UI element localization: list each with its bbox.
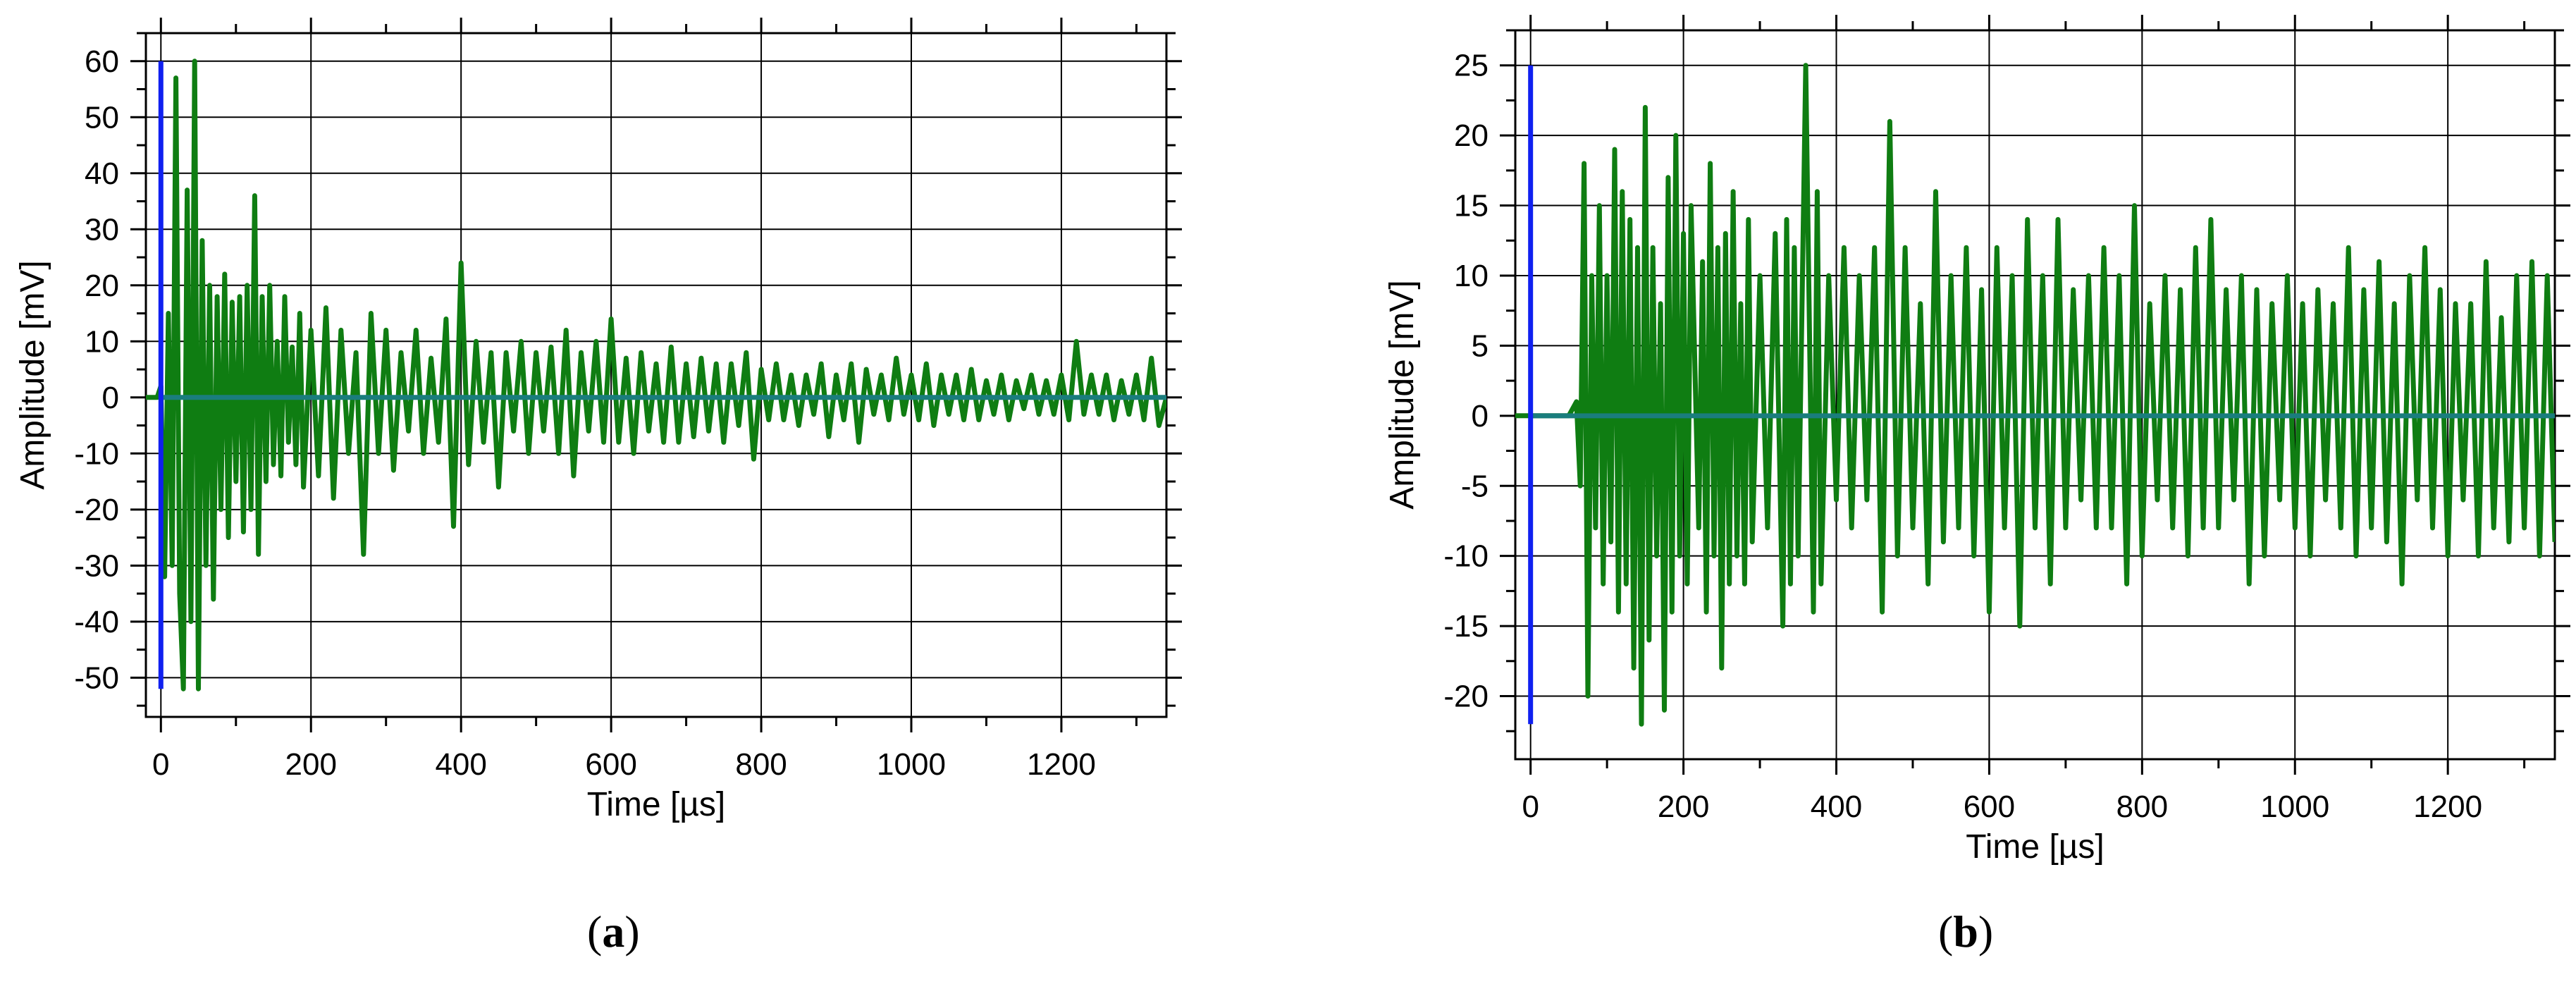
y-tick-label: -50 — [74, 661, 119, 695]
x-axis-title: Time [µs] — [587, 786, 726, 823]
y-tick-label: 50 — [85, 100, 119, 135]
x-tick-label: 1200 — [1027, 747, 1096, 782]
chart-a: 0 200 400 600 800 1000 1200 -50 -40 -30 -20 -10 0 10 2… — [14, 18, 1182, 823]
x-tick-label: 600 — [585, 747, 636, 782]
y-tick-label: -40 — [74, 605, 119, 639]
x-tick-label: 1000 — [2260, 790, 2329, 824]
x-tick-label: 200 — [1658, 790, 1709, 824]
x-tick-label: 400 — [435, 747, 486, 782]
y-tick-label: 25 — [1454, 49, 1489, 83]
x-tick-label: 800 — [735, 747, 787, 782]
y-tick-label: 20 — [85, 269, 119, 303]
y-tick-label: -10 — [1443, 539, 1489, 574]
y-tick-label: 10 — [85, 324, 119, 359]
y-tick-label: 10 — [1454, 259, 1489, 293]
y-tick-label: 15 — [1454, 189, 1489, 223]
x-tick-label: 0 — [1522, 790, 1539, 824]
signal-trace — [146, 59, 1166, 692]
x-tick-label: 0 — [152, 747, 169, 782]
x-tick-label: 1200 — [2413, 790, 2482, 824]
caption-b-letter: b — [1953, 907, 1978, 957]
caption-b: (b) — [1938, 907, 1994, 957]
y-tick-label: 60 — [85, 44, 119, 79]
y-tick-label: -5 — [1461, 469, 1489, 503]
x-tick-label: 1000 — [877, 747, 946, 782]
y-tick-label: -20 — [74, 493, 119, 527]
x-axis-title: Time [µs] — [1966, 828, 2104, 866]
x-tick-label: 800 — [2116, 790, 2168, 824]
caption-a: (a) — [587, 907, 640, 957]
y-tick-label: 40 — [85, 156, 119, 191]
chart-b: 0 200 400 600 800 1000 1200 -20 -15 -10 -5 0 5 10 15 20… — [1383, 15, 2570, 866]
x-tick-label: 400 — [1811, 790, 1862, 824]
y-tick-label: 5 — [1472, 328, 1489, 363]
y-axis-title: Amplitude [mV] — [1383, 280, 1421, 509]
y-tick-label: -30 — [74, 548, 119, 583]
y-tick-label: -15 — [1443, 609, 1489, 644]
y-tick-label: 0 — [1472, 399, 1489, 434]
y-tick-label: 0 — [102, 381, 119, 415]
signal-trace — [1515, 63, 2555, 727]
caption-a-letter: a — [602, 907, 625, 957]
plot-frame — [1514, 29, 2556, 761]
x-tick-label: 200 — [285, 747, 337, 782]
y-tick-label: 30 — [85, 212, 119, 247]
plot-frame — [144, 32, 1168, 718]
y-tick-label: -10 — [74, 436, 119, 471]
y-tick-label: 20 — [1454, 118, 1489, 153]
y-tick-label: -20 — [1443, 680, 1489, 714]
x-tick-label: 600 — [1964, 790, 2015, 824]
y-axis-title: Amplitude [mV] — [14, 260, 51, 489]
